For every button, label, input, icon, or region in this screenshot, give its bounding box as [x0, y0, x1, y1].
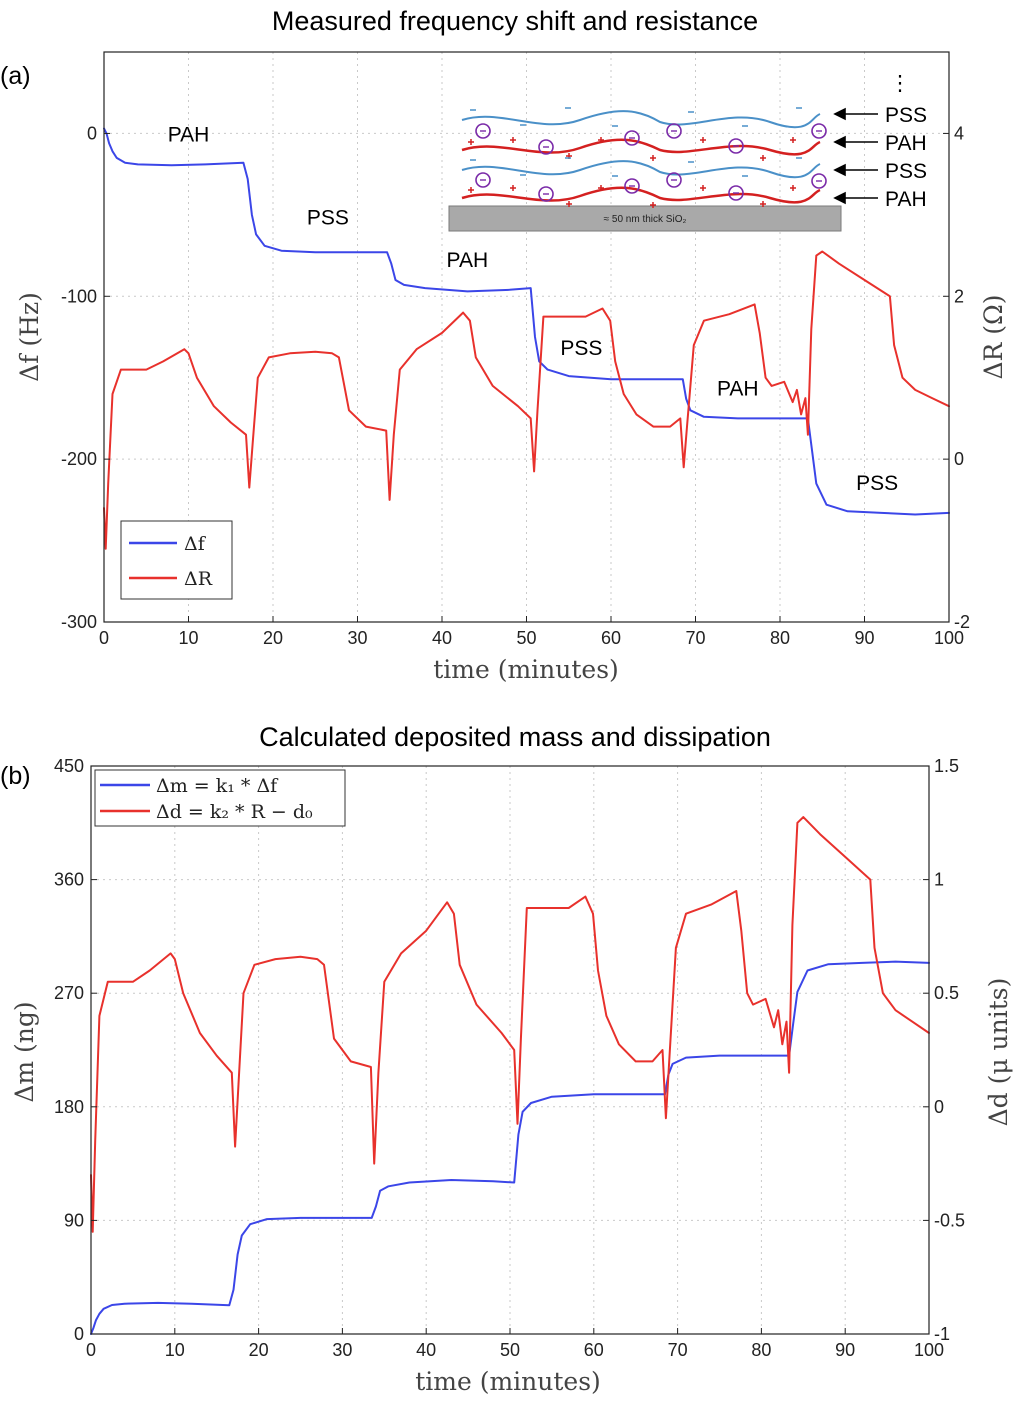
y-tick-label: 450 — [54, 756, 84, 776]
x-tick-label: 40 — [416, 1340, 436, 1360]
panel-b-legend-dm: Δm = k₁ * Δf — [156, 775, 279, 797]
y2-tick-label: -1 — [934, 1324, 950, 1344]
pss-chain-bottom — [461, 160, 821, 179]
panel-a-y-axis-label: Δf (Hz) — [15, 292, 44, 382]
x-tick-label: 40 — [432, 628, 452, 648]
x-tick-label: 50 — [516, 628, 536, 648]
y-tick-label: -300 — [61, 612, 97, 632]
x-tick-label: 60 — [601, 628, 621, 648]
panel-a-legend-box — [120, 520, 233, 600]
x-tick-label: 20 — [249, 1340, 269, 1360]
y-tick-label: 0 — [87, 123, 97, 143]
x-tick-label: 50 — [500, 1340, 520, 1360]
x-tick-label: 10 — [165, 1340, 185, 1360]
y-tick-label: 180 — [54, 1097, 84, 1117]
y-tick-label: -100 — [61, 286, 97, 306]
sio2-substrate — [448, 205, 842, 232]
x-tick-label: 70 — [685, 628, 705, 648]
panel-b-y-axis-label: Δm (ng) — [10, 1001, 39, 1102]
panel-a-x-axis-label: time (minutes) — [433, 655, 619, 684]
inset-label-pah-bottom: PAH — [885, 188, 927, 211]
y2-tick-label: 0 — [954, 449, 964, 469]
counterion-circles — [475, 123, 827, 202]
x-tick-label: 0 — [86, 1340, 96, 1360]
y2-tick-label: -0.5 — [934, 1210, 965, 1230]
y2-tick-label: 0.5 — [934, 983, 959, 1003]
panel-b-series — [90, 816, 930, 1335]
y2-tick-label: 1.5 — [934, 756, 959, 776]
y2-tick-label: 1 — [934, 870, 944, 890]
y2-tick-label: 2 — [954, 286, 964, 306]
layer-schematic-inset: ≈ 50 nm thick SiO₂ — [448, 72, 927, 232]
layer-annotation: PSS — [307, 207, 349, 230]
panel-a: Measured frequency shift and resistance … — [0, 6, 1008, 684]
red-series-line-a — [103, 250, 950, 550]
layer-annotation: PSS — [856, 472, 898, 495]
panel-b-x-axis-label: time (minutes) — [415, 1367, 601, 1396]
x-tick-label: 0 — [99, 628, 109, 648]
panel-a-legend-df: Δf — [184, 533, 207, 555]
x-tick-label: 90 — [854, 628, 874, 648]
y-tick-label: 0 — [74, 1324, 84, 1344]
x-tick-label: 80 — [770, 628, 790, 648]
panel-b-grid — [91, 766, 929, 1334]
panel-b-ticks: 0 10 20 30 40 50 60 70 80 90 1004503602701809001.5… — [54, 756, 965, 1360]
inset-label-pss-top: PSS — [885, 104, 927, 127]
panel-b-legend-dd: Δd = k₂ * R − d₀ — [156, 801, 313, 823]
x-tick-label: 30 — [347, 628, 367, 648]
x-tick-label: 10 — [178, 628, 198, 648]
x-tick-label: 80 — [751, 1340, 771, 1360]
panel-b: Calculated deposited mass and dissipatio… — [0, 722, 1013, 1396]
panel-b-label: (b) — [0, 762, 31, 790]
panel-a-y2-axis-label: ΔR (Ω) — [979, 294, 1008, 379]
y2-tick-label: -2 — [954, 612, 970, 632]
red-series-line-b — [90, 816, 930, 1233]
inset-label-pss-bottom: PSS — [885, 160, 927, 183]
panel-b-title: Calculated deposited mass and dissipatio… — [259, 722, 771, 752]
y-tick-label: 270 — [54, 983, 84, 1003]
panel-a-label: (a) — [0, 62, 31, 90]
substrate-label: ≈ 50 nm thick SiO₂ — [604, 214, 687, 225]
layer-annotation: PAH — [168, 124, 210, 147]
y2-tick-label: 4 — [954, 123, 964, 143]
inset-ellipsis: ⋮ — [890, 72, 911, 95]
y-tick-label: 360 — [54, 870, 84, 890]
x-tick-label: 20 — [263, 628, 283, 648]
x-tick-label: 100 — [914, 1340, 944, 1360]
panel-a-series — [103, 127, 950, 550]
pah-chain-top — [461, 138, 821, 156]
blue-series-line-b — [90, 960, 930, 1335]
x-tick-label: 70 — [668, 1340, 688, 1360]
panel-b-legend: Δm = k₁ * Δf Δd = k₂ * R − d₀ — [94, 769, 346, 827]
panel-a-legend-dr: ΔR — [184, 568, 213, 590]
layer-annotation: PSS — [560, 337, 602, 360]
y-tick-label: 90 — [64, 1210, 84, 1230]
panel-b-legend-box — [94, 769, 346, 827]
x-tick-label: 30 — [332, 1340, 352, 1360]
panel-a-legend: Δf ΔR — [120, 520, 233, 600]
pah-chain-bottom — [461, 186, 821, 204]
counterion-minus-signs — [480, 130, 822, 195]
y-tick-label: -200 — [61, 449, 97, 469]
pss-chain-top — [461, 110, 821, 129]
panel-b-y2-axis-label: Δd (μ units) — [984, 978, 1013, 1127]
x-tick-label: 60 — [584, 1340, 604, 1360]
x-tick-label: 90 — [835, 1340, 855, 1360]
panel-a-annotations: PAH PSS PAH PSS PAH PSS — [168, 124, 899, 496]
layer-annotation: PAH — [447, 249, 489, 272]
layer-annotation: PAH — [717, 378, 759, 401]
x-tick-label: 100 — [934, 628, 964, 648]
blue-series-line-a — [103, 127, 950, 516]
pss-minus-charges — [470, 107, 802, 177]
y2-tick-label: 0 — [934, 1097, 944, 1117]
layer-arrows — [833, 107, 878, 205]
panel-a-title: Measured frequency shift and resistance — [272, 6, 758, 36]
pah-plus-charges — [468, 137, 796, 208]
inset-label-pah-top: PAH — [885, 132, 927, 155]
